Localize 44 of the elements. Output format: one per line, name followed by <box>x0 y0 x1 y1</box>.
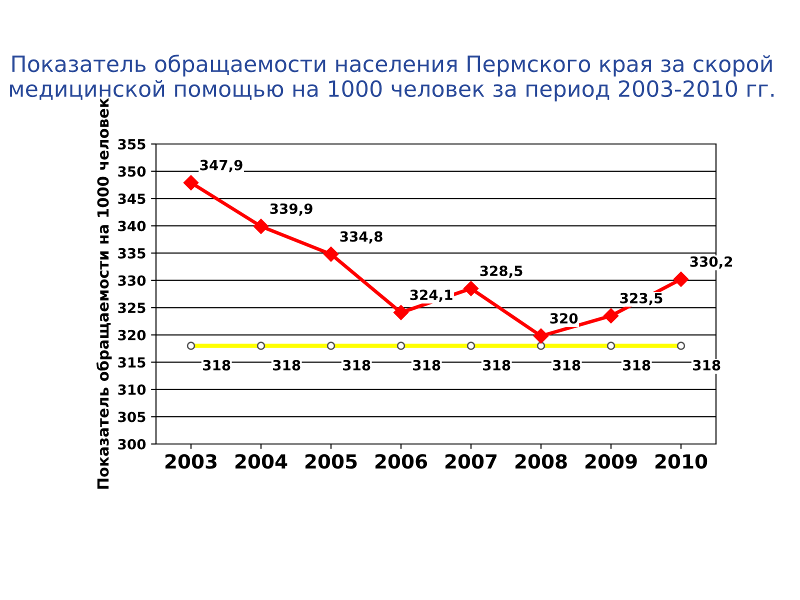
data-label: 347,9 <box>200 160 242 172</box>
x-tick-label: 2008 <box>515 454 567 469</box>
data-label: 330,2 <box>690 256 732 269</box>
y-tick-label: 330 <box>118 275 146 286</box>
y-tick-label: 345 <box>118 194 146 204</box>
data-label: 323,5 <box>620 292 662 306</box>
point <box>463 280 479 296</box>
y-tick-label: 315 <box>118 357 146 368</box>
point <box>603 308 619 324</box>
data-label: 324,1 <box>410 290 452 302</box>
x-tick-label: 2007 <box>445 454 497 469</box>
y-tick-label: 325 <box>118 302 146 314</box>
data-label: 318 <box>553 360 580 370</box>
data-label: 318 <box>273 360 300 370</box>
data-label: 318 <box>343 360 370 370</box>
point <box>533 328 549 344</box>
data-label: 339,9 <box>270 203 312 216</box>
y-tick-label: 340 <box>118 220 146 232</box>
x-tick-label: 2003 <box>165 454 217 469</box>
x-tick-label: 2004 <box>235 454 288 469</box>
y-tick-label: 300 <box>118 438 146 450</box>
y-tick-label: 305 <box>118 412 146 422</box>
y-tick-label: 335 <box>118 248 146 259</box>
point <box>673 272 689 287</box>
point <box>393 304 409 320</box>
y-tick-label: 350 <box>118 166 146 177</box>
y-tick-label: 310 <box>118 384 146 395</box>
data-label: 318 <box>693 360 720 370</box>
data-label: 318 <box>413 360 440 370</box>
data-label: 334,8 <box>340 231 382 244</box>
data-label: 318 <box>483 360 510 370</box>
y-tick-label: 355 <box>118 138 146 150</box>
point <box>323 246 339 262</box>
x-tick-label: 2006 <box>375 454 428 469</box>
data-label: 320 <box>550 313 578 324</box>
data-label: 318 <box>623 360 650 370</box>
x-tick-label: 2005 <box>305 454 357 469</box>
y-tick-label: 320 <box>118 330 146 340</box>
point <box>183 175 199 190</box>
x-tick-label: 2009 <box>585 454 637 469</box>
data-label: 318 <box>203 360 230 370</box>
data-label: 328,5 <box>480 266 522 278</box>
point <box>253 218 269 234</box>
x-tick-label: 2010 <box>655 454 708 469</box>
